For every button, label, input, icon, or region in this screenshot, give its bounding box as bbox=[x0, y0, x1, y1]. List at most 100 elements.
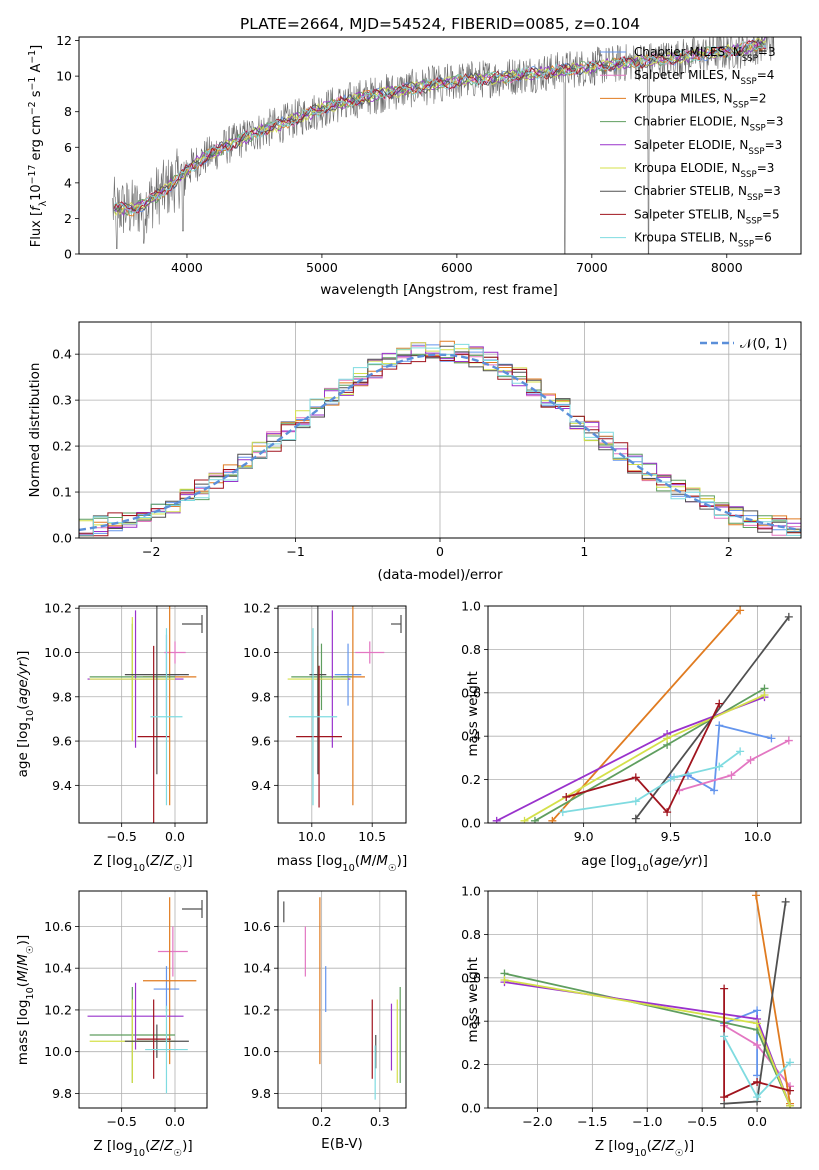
y-tick-label: 4 bbox=[64, 175, 72, 190]
legend-label: Salpeter MILES, NSSP=4 bbox=[634, 68, 774, 87]
y-tick-label: 10.6 bbox=[243, 919, 271, 934]
y-tick-label: 0.0 bbox=[52, 531, 72, 546]
histogram-step bbox=[79, 343, 801, 536]
y-tick-label: 10.2 bbox=[243, 1002, 271, 1017]
x-tick-label: −0.5 bbox=[106, 829, 136, 844]
histogram-step bbox=[79, 354, 801, 537]
x-axis-label: Z [log10(Z/Z☉)] bbox=[93, 853, 192, 874]
plot-area bbox=[283, 897, 401, 1100]
figure-title: PLATE=2664, MJD=54524, FIBERID=0085, z=0… bbox=[240, 15, 640, 33]
y-tick-label: 10.0 bbox=[44, 645, 72, 660]
weight-marker bbox=[558, 808, 567, 817]
y-tick-label: 8 bbox=[64, 104, 72, 119]
axes-residuals: −2 −1 0 1 2 0.0 0.1 0.2 0.3 0.4 𝒩(0, 1) (data-model… bbox=[27, 321, 802, 583]
legend-label: Chabrier ELODIE, NSSP=3 bbox=[634, 115, 783, 134]
weight-marker bbox=[746, 756, 755, 765]
y-tick-label: 10.0 bbox=[243, 1044, 271, 1059]
weight-marker bbox=[753, 1041, 762, 1050]
y-tick-label: 6 bbox=[64, 140, 72, 155]
weight-marker bbox=[663, 808, 672, 817]
y-tick-label: 9.8 bbox=[52, 1086, 72, 1101]
x-tick-label: 0 bbox=[436, 544, 444, 559]
axes-age_vs_Z: −0.5 0.0 9.4 9.6 9.8 10.0 10.2 Z [log10(Z/Z☉)] a… bbox=[15, 601, 208, 874]
plot-area bbox=[500, 891, 795, 1108]
x-tick-label: −1 bbox=[286, 544, 304, 559]
x-tick-label: 9.0 bbox=[574, 829, 594, 844]
weight-marker bbox=[784, 736, 793, 745]
legend-label: 𝒩(0, 1) bbox=[740, 337, 787, 352]
y-tick-label: 12 bbox=[56, 33, 72, 48]
y-tick-label: 0.2 bbox=[461, 772, 481, 787]
weight-line bbox=[566, 703, 721, 814]
y-tick-label: 0.0 bbox=[461, 816, 481, 831]
weight-marker bbox=[715, 762, 724, 771]
y-axis-label: mass [log10(M/M☉)] bbox=[15, 935, 36, 1065]
weight-marker bbox=[736, 747, 745, 756]
x-axis-label: (data-model)/error bbox=[377, 567, 503, 583]
weight-marker bbox=[720, 1032, 729, 1041]
weight-marker bbox=[670, 773, 679, 782]
y-tick-label: 1.0 bbox=[461, 599, 481, 614]
y-tick-label: 9.8 bbox=[251, 1086, 271, 1101]
x-axis-label: wavelength [Angstrom, rest frame] bbox=[320, 282, 558, 298]
y-tick-label: 0.4 bbox=[461, 729, 481, 744]
y-tick-label: 10.2 bbox=[44, 601, 72, 616]
axes-frame bbox=[78, 36, 802, 255]
weight-marker bbox=[727, 771, 736, 780]
plot-area bbox=[87, 897, 197, 1094]
weight-marker bbox=[710, 786, 719, 795]
axes-mass_weight_vs_age: 9.0 9.5 10.0 0.0 0.2 0.4 0.6 0.8 1.0 age [log10(a… bbox=[461, 599, 802, 874]
x-tick-label: 8000 bbox=[711, 260, 743, 275]
y-tick-label: 2 bbox=[64, 211, 72, 226]
y-tick-label: 0.0 bbox=[461, 1101, 481, 1116]
y-tick-label: 9.8 bbox=[52, 689, 72, 704]
x-tick-label: 0.0 bbox=[165, 829, 185, 844]
y-tick-label: 0.4 bbox=[52, 347, 72, 362]
y-axis-label: Flux [fλ10−17 erg cm−2 s−1 A−1] bbox=[27, 45, 49, 247]
y-tick-label: 9.4 bbox=[52, 778, 72, 793]
y-tick-label: 9.8 bbox=[251, 689, 271, 704]
axes-mass_vs_ebv: 0.2 0.3 9.8 10.0 10.2 10.4 10.6 E(B-V) bbox=[243, 890, 407, 1152]
weight-marker bbox=[720, 984, 729, 993]
weight-marker bbox=[720, 1093, 729, 1102]
spectrum-model-line bbox=[113, 41, 766, 215]
x-tick-label: 2 bbox=[725, 544, 733, 559]
y-tick-label: 10.4 bbox=[44, 961, 72, 976]
axes-frame bbox=[487, 890, 802, 1109]
x-tick-label: −2.0 bbox=[522, 1114, 552, 1129]
y-tick-label: 0 bbox=[64, 247, 72, 262]
weight-marker bbox=[715, 721, 724, 730]
weight-marker bbox=[760, 690, 769, 699]
weight-marker bbox=[767, 734, 776, 743]
x-tick-label: 0.0 bbox=[165, 1114, 185, 1129]
x-tick-label: −1.5 bbox=[577, 1114, 607, 1129]
y-tick-label: 0.6 bbox=[461, 970, 481, 985]
y-tick-label: 0.3 bbox=[52, 393, 72, 408]
x-tick-label: 7000 bbox=[576, 260, 608, 275]
spectrum-model-line bbox=[113, 39, 767, 214]
x-tick-label: −0.5 bbox=[106, 1114, 136, 1129]
axes-mass_weight_vs_Z: −2.0 −1.5 −1.0 −0.5 0.0 0.0 0.2 0.4 0.6 0.8 1.0 Z [… bbox=[461, 884, 802, 1159]
weight-marker bbox=[784, 612, 793, 621]
x-tick-label: 0.2 bbox=[312, 1114, 332, 1129]
weight-marker bbox=[786, 1101, 795, 1108]
x-tick-label: −0.5 bbox=[687, 1114, 717, 1129]
gaussian-curve bbox=[79, 353, 801, 532]
plot-area bbox=[79, 340, 801, 537]
weight-marker bbox=[520, 816, 529, 823]
axes-frame bbox=[277, 605, 407, 824]
weight-marker bbox=[631, 773, 640, 782]
y-tick-label: 10.0 bbox=[243, 645, 271, 660]
y-tick-label: 0.8 bbox=[461, 642, 481, 657]
weight-line bbox=[562, 750, 741, 813]
axes-frame bbox=[277, 890, 407, 1109]
x-tick-label: 10.0 bbox=[298, 829, 326, 844]
y-tick-label: 10.2 bbox=[44, 1002, 72, 1017]
x-axis-label: mass [log10(M/M☉)] bbox=[277, 853, 407, 874]
x-tick-label: 10.0 bbox=[744, 829, 772, 844]
y-axis-label: mass weight bbox=[465, 671, 481, 756]
x-tick-label: 6000 bbox=[441, 260, 473, 275]
y-tick-label: 0.4 bbox=[461, 1014, 481, 1029]
legend-label: Kroupa STELIB, NSSP=6 bbox=[634, 231, 772, 250]
